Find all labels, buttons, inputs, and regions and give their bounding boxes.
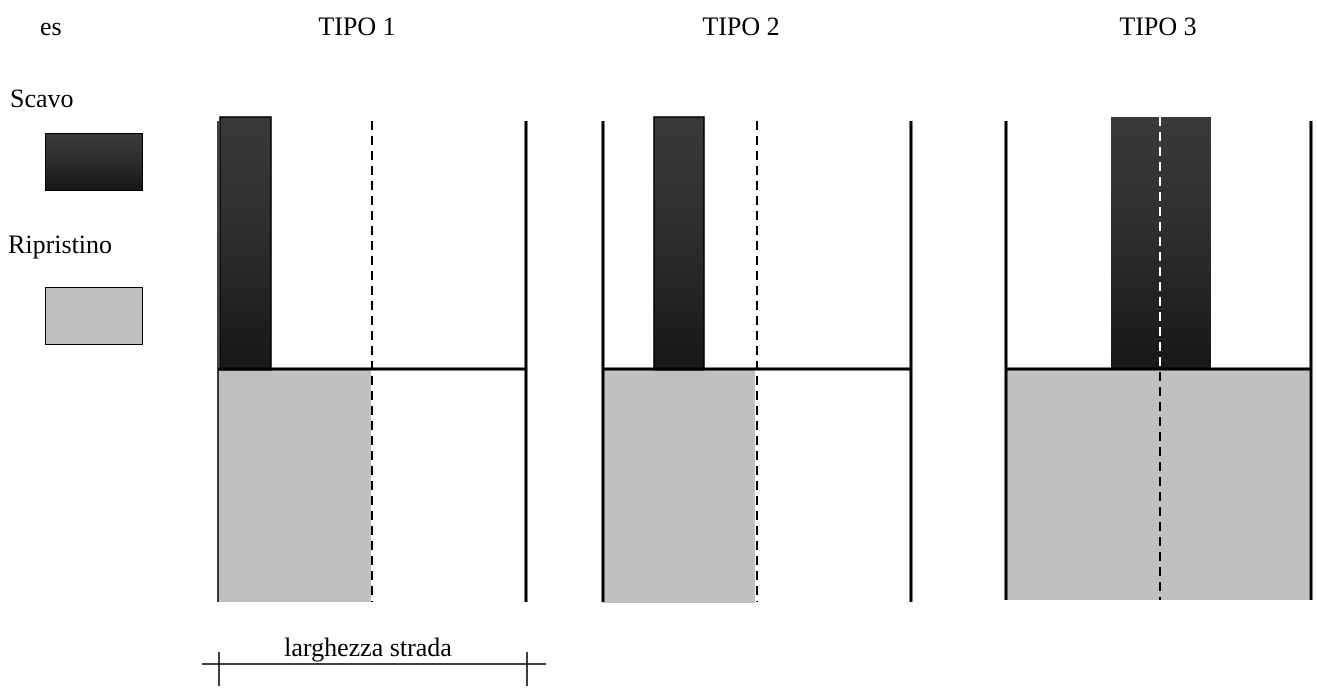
legend-scavo-swatch [45,133,143,191]
tipo-3-diagram [1004,117,1313,600]
legend-ripristino-label: Ripristino [8,230,113,259]
tipo-2-scavo-area [653,116,705,371]
tipo-2-diagram [601,116,913,603]
example-label: es [40,12,62,41]
tipo-1-title: TIPO 1 [318,12,396,41]
legend-scavo-label: Scavo [10,84,74,113]
tipo-2-title: TIPO 2 [702,12,780,41]
tipo-1-scavo-area [219,116,272,371]
road-width-dimension [202,652,546,686]
legend-ripristino-swatch [45,287,143,345]
tipo-2-ripristino-area [603,370,755,603]
road-width-caption: larghezza strada [284,633,452,662]
tipo-1-ripristino-area [218,370,371,602]
tipo-3-title: TIPO 3 [1119,12,1197,41]
tipo-3-ripristino-area [1007,370,1309,600]
tipo-1-diagram [217,116,528,602]
